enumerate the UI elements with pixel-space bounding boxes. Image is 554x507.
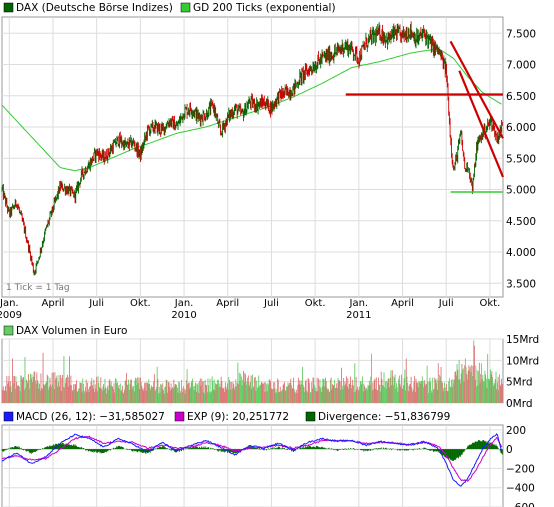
volume-legend: DAX Volumen in Euro [3, 325, 127, 337]
price-ytick-label: 4.500 [506, 216, 536, 228]
volume-ytick-label: 0Mrd [506, 398, 533, 410]
price-xtick-year: 2011 [346, 310, 371, 321]
price-xtick-label: Juli [263, 298, 279, 309]
price-xtick-year: 2009 [0, 310, 22, 321]
price-xtick-label: April [42, 298, 65, 309]
legend-label-gd200: GD 200 Ticks (exponential) [193, 2, 336, 14]
price-ytick-label: 3.500 [506, 278, 536, 290]
price-xtick-label: Juli [438, 298, 454, 309]
macd-line [1, 433, 503, 487]
macd-ytick-label: −200 [506, 463, 535, 475]
legend-label-divergence: Divergence: −51,836799 [318, 411, 450, 423]
price-xtick-label: Jan. [0, 298, 19, 309]
macd-legend: MACD (26, 12): −31,585027 EXP (9): 20,25… [3, 411, 450, 423]
legend-swatch-exp [174, 411, 185, 422]
price-ytick-label: 5.500 [506, 153, 536, 165]
volume-ytick-label: 15Mrd [506, 334, 539, 346]
price-xtick-label: April [391, 298, 414, 309]
price-xtick-label: Okt. [305, 298, 326, 309]
macd-ytick-label: −400 [506, 483, 535, 495]
tick-note: 1 Tick = 1 Tag [6, 283, 70, 293]
legend-label-dax: DAX (Deutsche Börse Indizes) [16, 2, 173, 14]
legend-swatch-divergence [305, 411, 316, 422]
macd-panel: −600 −400 −200 0 200 [1, 424, 535, 507]
trend-annotation-line [449, 40, 504, 139]
price-ytick-label: 6.500 [506, 91, 536, 103]
macd-ytick-label: 0 [506, 444, 513, 456]
volume-ytick-label: 5Mrd [506, 377, 533, 389]
price-xtick-label: Jan. [349, 298, 369, 309]
price-ytick-label: 4.000 [506, 247, 536, 259]
macd-ytick-label: −600 [506, 502, 535, 507]
legend-label-exp: EXP (9): 20,251772 [187, 411, 289, 423]
volume-ytick-label: 10Mrd [506, 355, 539, 367]
price-xtick-label: Juli [88, 298, 104, 309]
price-xtick-label: Jan. [174, 298, 194, 309]
legend-swatch-dax [3, 2, 14, 13]
legend-swatch-macd [3, 411, 14, 422]
price-legend: DAX (Deutsche Börse Indizes) GD 200 Tick… [3, 2, 336, 14]
macd-ytick-label: 200 [506, 425, 526, 437]
volume-panel: 0Mrd 5Mrd 10Mrd 15Mrd [1, 334, 539, 410]
legend-label-volume: DAX Volumen in Euro [16, 325, 127, 337]
price-plot-area [1, 16, 504, 298]
price-xtick-label: April [216, 298, 239, 309]
price-panel: 3.500 4.000 4.500 5.000 5.500 6.000 6.500 7.000… [0, 16, 536, 321]
legend-swatch-volume [3, 325, 14, 336]
macd-plot-area [1, 424, 504, 507]
legend-label-macd: MACD (26, 12): −31,585027 [16, 411, 165, 423]
price-xtick-label: Okt. [130, 298, 151, 309]
price-xtick-label: Okt. [480, 298, 501, 309]
price-ytick-label: 5.000 [506, 185, 536, 197]
trend-annotation-line [458, 70, 505, 178]
price-xtick-year: 2010 [171, 310, 196, 321]
price-ytick-label: 6.000 [506, 122, 536, 134]
price-ytick-label: 7.000 [506, 60, 536, 72]
legend-swatch-gd200 [180, 2, 191, 13]
price-ytick-label: 7.500 [506, 28, 536, 40]
